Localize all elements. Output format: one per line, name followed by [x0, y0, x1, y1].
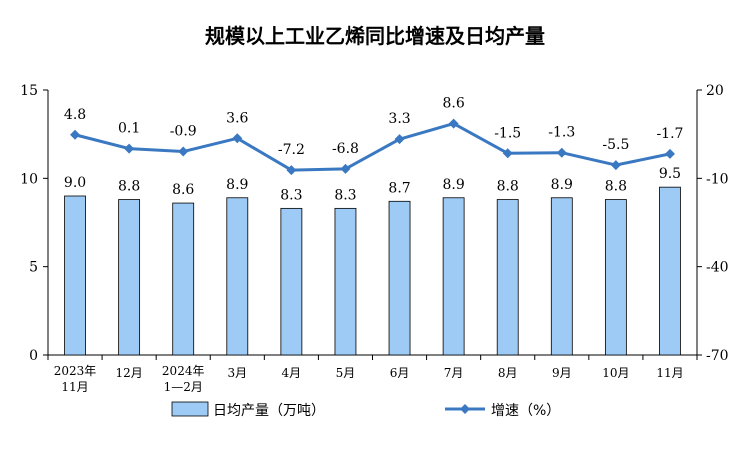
line-data-label: 3.3	[388, 111, 410, 127]
left-tick-label: 10	[20, 171, 38, 187]
line-data-label: -1.5	[494, 125, 521, 141]
bar-data-label: 8.9	[551, 177, 573, 193]
line-point-marker	[502, 148, 513, 159]
line-point-marker	[448, 118, 459, 129]
x-category-label: 2024年	[162, 364, 205, 378]
bar-data-label: 8.9	[226, 177, 248, 193]
growth-line	[74, 122, 671, 172]
bar	[388, 200, 411, 356]
bar-data-label: 8.3	[280, 187, 302, 203]
bar-data-label: 8.8	[497, 179, 519, 195]
bar	[550, 197, 573, 356]
legend-line-label: 增速（%）	[491, 403, 560, 419]
line-data-label: -7.2	[278, 142, 305, 158]
bar	[172, 202, 195, 356]
x-category-label: 5月	[336, 366, 356, 380]
bar	[604, 199, 627, 356]
bar	[280, 207, 303, 356]
line-point-marker	[232, 133, 243, 144]
bar-data-label: 8.6	[172, 182, 194, 198]
line-point-marker	[340, 163, 351, 174]
line-data-label: 4.8	[64, 107, 86, 123]
x-category-label: 9月	[552, 366, 572, 380]
x-category-label: 6月	[390, 366, 410, 380]
bar	[442, 197, 465, 356]
x-category-label: 11月	[656, 366, 683, 380]
bar	[496, 199, 519, 356]
right-tick-label: -10	[706, 171, 729, 187]
legend-bar-label: 日均产量（万吨）	[213, 403, 325, 419]
line-point-marker	[124, 143, 135, 154]
chart-title: 规模以上工业乙烯同比增速及日均产量	[205, 24, 545, 48]
line-point-marker	[178, 146, 189, 157]
x-category-label: 1—2月	[164, 380, 203, 394]
line-data-label: 0.1	[118, 121, 140, 137]
line-data-label: 8.6	[442, 96, 464, 112]
bar	[226, 197, 249, 356]
line-data-label: -5.5	[602, 137, 629, 153]
legend-line-marker	[460, 404, 470, 414]
x-category-label: 8月	[498, 366, 518, 380]
bar-data-label: 8.8	[118, 179, 140, 195]
bar-data-label: 8.3	[334, 187, 356, 203]
line-point-marker	[70, 129, 81, 140]
x-category-label: 11月	[61, 380, 88, 394]
line-point-marker	[664, 148, 675, 159]
bar	[659, 186, 681, 356]
x-category-label: 10月	[602, 366, 629, 380]
line-point-marker	[394, 134, 405, 145]
line-data-label: 3.6	[226, 110, 248, 126]
right-tick-label: -40	[706, 260, 729, 276]
bar	[118, 199, 141, 356]
line-data-label: -1.7	[656, 126, 683, 142]
bar-data-label: 8.9	[442, 177, 464, 193]
line-data-label: -6.8	[332, 141, 359, 157]
line-data-label: -1.3	[548, 125, 575, 141]
left-tick-label: 0	[29, 348, 38, 364]
bar	[64, 195, 86, 356]
line-point-marker	[610, 160, 621, 171]
bar-data-label: 9.5	[659, 166, 681, 182]
x-category-label: 3月	[227, 366, 247, 380]
left-tick-label: 5	[29, 260, 38, 276]
x-category-label: 7月	[444, 366, 464, 380]
bar-data-label: 8.8	[605, 179, 627, 195]
line-data-label: -0.9	[170, 124, 197, 140]
bar-data-label: 8.7	[388, 180, 410, 196]
line-point-marker	[286, 165, 297, 176]
bar	[334, 207, 357, 356]
line-point-marker	[556, 147, 567, 158]
right-tick-label: 20	[706, 83, 724, 99]
x-category-label: 2023年	[54, 364, 97, 378]
x-category-label: 4月	[282, 366, 302, 380]
legend-bar-swatch	[171, 401, 209, 417]
x-category-label: 12月	[115, 366, 142, 380]
left-tick-label: 15	[20, 83, 38, 99]
bar-data-label: 9.0	[64, 175, 86, 191]
right-tick-label: -70	[706, 348, 729, 364]
